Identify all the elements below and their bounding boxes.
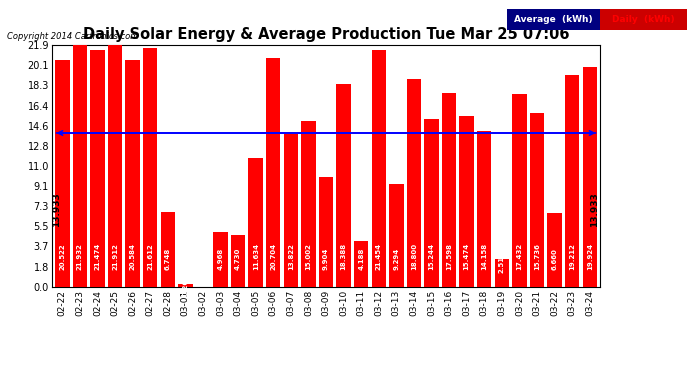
Text: 15.244: 15.244	[428, 243, 435, 270]
Bar	[90, 50, 105, 287]
Text: 17.432: 17.432	[516, 243, 522, 270]
Bar	[266, 58, 281, 287]
Bar	[231, 235, 246, 287]
Bar	[248, 158, 263, 287]
Bar	[565, 75, 580, 287]
Text: 6.748: 6.748	[165, 248, 171, 270]
Text: 19.212: 19.212	[569, 243, 575, 270]
Bar	[477, 130, 491, 287]
Text: 18.388: 18.388	[341, 243, 346, 270]
Text: 21.912: 21.912	[112, 243, 118, 270]
Bar	[72, 45, 87, 287]
Bar	[530, 113, 544, 287]
Bar	[512, 94, 526, 287]
Bar	[108, 45, 122, 287]
Text: Average  (kWh): Average (kWh)	[515, 15, 593, 24]
Text: 4.188: 4.188	[358, 248, 364, 270]
Text: 21.454: 21.454	[376, 243, 382, 270]
Bar	[424, 118, 439, 287]
Text: 19.924: 19.924	[586, 243, 593, 270]
Bar	[337, 84, 351, 287]
Text: Copyright 2014 Cartronics.com: Copyright 2014 Cartronics.com	[7, 32, 138, 41]
Text: 9.294: 9.294	[393, 248, 400, 270]
Text: 20.522: 20.522	[59, 244, 66, 270]
Bar	[460, 116, 474, 287]
Bar	[319, 177, 333, 287]
Bar	[582, 67, 597, 287]
Bar	[178, 284, 193, 287]
Text: 14.158: 14.158	[481, 243, 487, 270]
Bar	[213, 232, 228, 287]
Text: 2.518: 2.518	[499, 251, 505, 273]
Bar	[371, 50, 386, 287]
Text: 4.968: 4.968	[217, 248, 224, 270]
Bar	[442, 93, 456, 287]
Bar	[284, 134, 298, 287]
Text: 21.932: 21.932	[77, 243, 83, 270]
Text: 15.474: 15.474	[464, 243, 470, 270]
Bar	[302, 121, 315, 287]
Text: 20.704: 20.704	[270, 243, 276, 270]
Text: 15.736: 15.736	[534, 243, 540, 270]
Bar	[354, 241, 368, 287]
Text: 21.612: 21.612	[147, 243, 153, 270]
Text: 20.584: 20.584	[130, 243, 136, 270]
Title: Daily Solar Energy & Average Production Tue Mar 25 07:06: Daily Solar Energy & Average Production …	[83, 27, 569, 42]
Text: 6.660: 6.660	[551, 248, 558, 270]
Text: 13.822: 13.822	[288, 243, 294, 270]
Text: 13.933: 13.933	[591, 192, 600, 227]
Bar	[126, 60, 140, 287]
Bar	[143, 48, 157, 287]
Text: 13.933: 13.933	[52, 192, 61, 227]
Text: Daily  (kWh): Daily (kWh)	[612, 15, 675, 24]
Bar	[389, 184, 404, 287]
Text: 0.266: 0.266	[182, 274, 188, 296]
Text: 9.904: 9.904	[323, 248, 329, 270]
Bar	[161, 212, 175, 287]
Bar	[547, 213, 562, 287]
Bar	[406, 79, 421, 287]
Text: 18.800: 18.800	[411, 243, 417, 270]
Text: 11.634: 11.634	[253, 243, 259, 270]
Text: 15.002: 15.002	[306, 243, 311, 270]
Text: 17.598: 17.598	[446, 243, 452, 270]
Text: 4.730: 4.730	[235, 248, 241, 270]
Bar	[495, 259, 509, 287]
Text: 21.474: 21.474	[95, 243, 101, 270]
Bar	[55, 60, 70, 287]
